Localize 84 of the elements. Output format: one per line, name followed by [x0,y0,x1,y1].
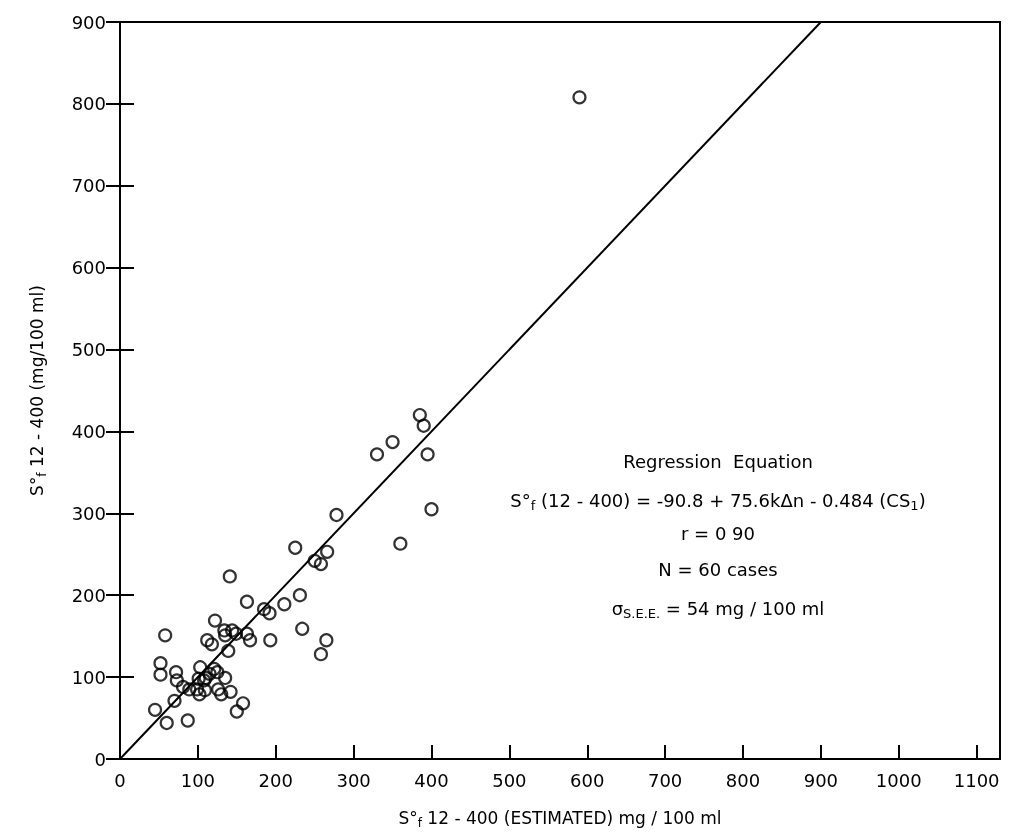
point [175,679,191,695]
point [197,683,212,698]
x-tick-label: 800 [725,769,761,791]
point [182,682,197,697]
point [295,621,310,636]
x-tick-label: 1000 [875,769,922,791]
point [169,673,184,688]
point [277,597,292,612]
x-tick-label: 0 [114,769,126,791]
point [262,606,277,621]
x-tick-label: 100 [180,769,216,791]
y-tick-label: 400 [71,420,106,442]
point [168,665,184,680]
point [292,588,307,603]
point [420,447,435,462]
point [239,626,255,641]
x-tick-label: 700 [647,769,683,791]
point [288,540,303,555]
point [153,667,168,682]
point [307,553,322,568]
point [191,671,206,686]
point [180,713,195,728]
annotation: r = 0 90 [680,522,756,544]
y-tick-label: 100 [71,666,106,688]
x-tick-label: 1100 [953,769,1000,791]
y-tick-label: 900 [71,11,106,33]
annotation: Regression Equation [623,450,813,472]
x-tick-label: 900 [803,769,839,791]
point [207,661,222,677]
point [256,602,272,617]
point [192,687,207,702]
point [229,704,244,719]
x-tick-label: 200 [258,769,293,791]
point [221,643,236,658]
point [263,633,278,648]
y-tick-label: 800 [71,93,106,115]
point [210,665,225,680]
point [202,666,217,681]
point [572,90,587,105]
y-axis-title: S°f 12 - 400 (mg/100 ml) [27,285,49,496]
y-tick-label: 300 [71,502,106,524]
point [217,623,232,638]
point [211,682,226,697]
point [204,637,219,652]
point [393,536,408,551]
point [200,633,215,648]
point [147,702,163,717]
point [225,623,240,638]
y-tick-label: 200 [71,584,106,606]
point [424,502,439,517]
x-tick-label: 600 [570,769,605,791]
point [369,447,385,462]
point [214,687,229,702]
point [412,407,427,423]
y-tick-label: 0 [94,748,106,770]
point [416,418,431,433]
point [385,434,400,450]
point [329,507,344,523]
point [313,647,329,662]
y-tick-label: 500 [71,339,106,361]
annotation: N = 60 cases [658,558,778,580]
point [242,633,258,648]
point [159,715,174,731]
point [218,628,233,643]
y-tick-label: 700 [71,175,106,197]
x-tick-label: 300 [336,769,371,791]
point [193,660,208,675]
x-tick-label: 500 [492,769,527,791]
x-tick-label: 400 [414,769,449,791]
point [207,613,223,628]
point [313,557,329,572]
point [320,544,335,559]
point [222,569,237,584]
point [239,594,255,609]
point [190,682,205,697]
point [158,628,173,643]
point [153,656,168,671]
point [319,633,334,648]
y-tick-label: 600 [71,257,106,279]
point [218,670,233,686]
point [228,626,244,641]
point [167,693,182,708]
point [223,684,238,699]
point [235,696,251,711]
